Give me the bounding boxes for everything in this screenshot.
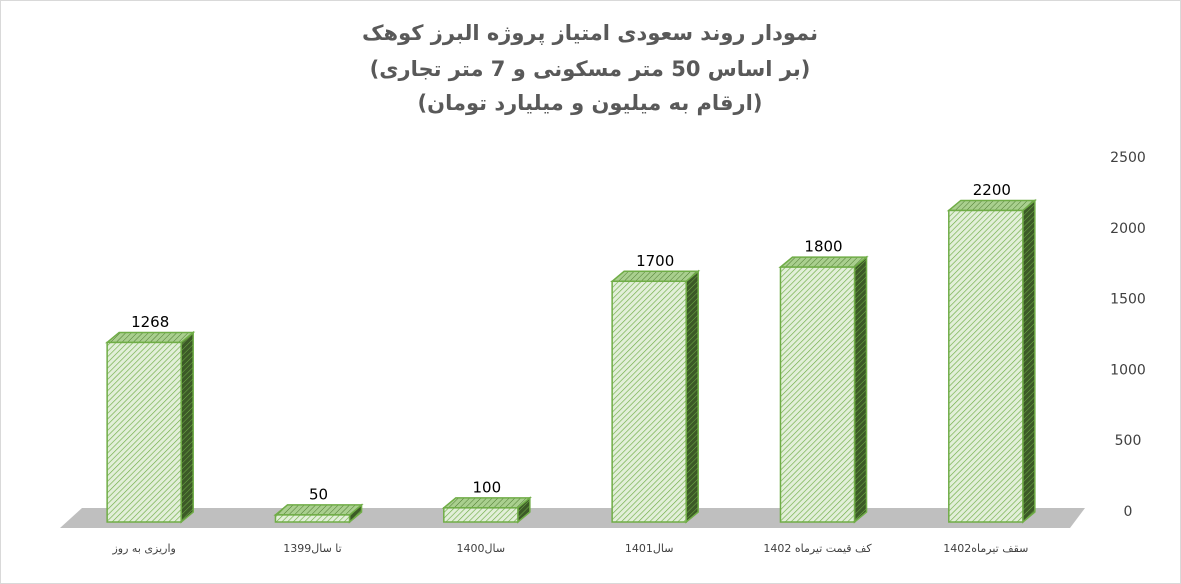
y-tick-label: 2500 [1110,150,1146,166]
bar [443,507,519,523]
x-tick-label: کف قیمت تیرماه 1402 [763,542,872,555]
value-label: 1268 [131,313,169,331]
chart-title: نمودار روند سعودی امتیاز پروژه البرز کوه… [362,21,818,45]
value-label: 50 [309,485,328,503]
x-tick-label: واریزی به روز [112,542,176,555]
x-tick-label: سال1401 [625,542,674,555]
floor [60,508,1085,528]
bar [274,514,351,523]
chart-subtitle: (بر اساس 50 متر مسکونی و 7 متر تجاری) [370,57,811,81]
y-tick-label: 2000 [1110,221,1146,237]
value-label: 1700 [636,252,674,270]
bar-side [853,255,868,524]
y-tick-label: 500 [1115,433,1142,449]
bar-top [610,270,701,283]
bar-side [180,330,194,524]
bar [611,280,687,523]
y-tick-label: 1500 [1110,292,1146,308]
value-label: 1800 [804,238,842,256]
bar-top [441,497,532,509]
bar [948,209,1024,523]
x-tick-label: سال1400 [457,542,506,555]
value-label: 2200 [973,181,1011,199]
x-tick-label: سقف تیرماه1402 [943,542,1028,555]
y-tick-label: 0 [1124,504,1133,520]
value-label: 100 [473,478,502,496]
x-tick-label: تا سال1399 [283,542,341,555]
bar-top [778,256,869,268]
bar-side [1022,198,1036,524]
bar [106,341,182,523]
chart-subtitle: (ارقام به میلیون و میلیارد تومان) [418,91,763,115]
bar-top [105,331,196,344]
bar-side [685,269,699,524]
bar-top [946,199,1037,212]
y-tick-label: 1000 [1110,362,1146,378]
bar-top [273,504,364,516]
bar [779,266,856,523]
